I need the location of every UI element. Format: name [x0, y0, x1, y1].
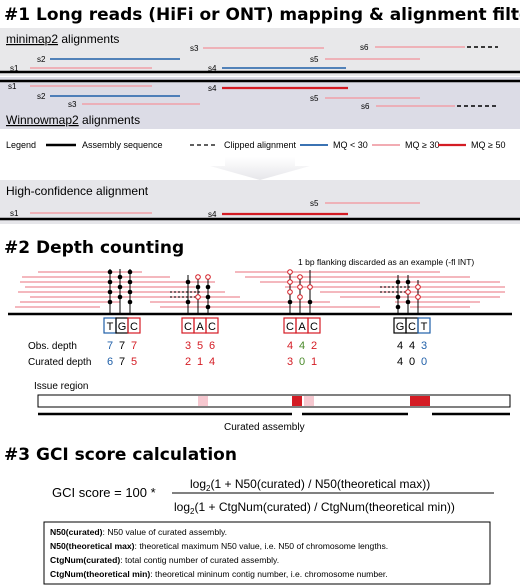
winnow-reads: s1 s2 s3 s4 s5 s6	[8, 82, 498, 111]
svg-text:1: 1	[197, 356, 203, 368]
curated-assembly-label: Curated assembly	[224, 422, 305, 433]
definitions-box	[43, 521, 491, 585]
depth-values: 7 7 7 6 7 5 3 5 6 2 1 4 4 4 2 3 0 1 4 4 …	[107, 340, 427, 368]
svg-text:MQ ≥ 30: MQ ≥ 30	[405, 140, 439, 150]
svg-text:5: 5	[131, 356, 137, 368]
svg-text:MQ < 30: MQ < 30	[333, 140, 368, 150]
svg-text:s4: s4	[208, 210, 217, 219]
svg-text:A: A	[298, 321, 306, 333]
svg-text:CtgNum(theoretical min): theor: CtgNum(theoretical min): theoretical min…	[50, 569, 388, 579]
svg-text:G: G	[118, 321, 127, 333]
curated-depth-label: Curated depth	[28, 357, 91, 368]
svg-text:s1: s1	[10, 209, 19, 218]
svg-text:C: C	[184, 321, 192, 333]
issue-region-label: Issue region	[34, 381, 88, 392]
svg-text:C: C	[310, 321, 318, 333]
svg-text:0: 0	[409, 356, 415, 368]
svg-text:Clipped alignment: Clipped alignment	[224, 140, 297, 150]
svg-text:7: 7	[131, 340, 137, 352]
legend: Legend Assembly sequence Clipped alignme…	[6, 140, 505, 150]
svg-text:G: G	[396, 321, 405, 333]
formula-numerator: log2(1 + N50(curated) / N50(theoretical …	[190, 477, 430, 493]
svg-text:s5: s5	[310, 94, 319, 103]
svg-text:C: C	[130, 321, 138, 333]
svg-text:s4: s4	[208, 64, 217, 73]
svg-text:7: 7	[119, 340, 125, 352]
svg-text:A: A	[196, 321, 204, 333]
gci-formula: GCI score = 100 * log2(1 + N50(curated) …	[52, 477, 494, 516]
issue-segment-4	[410, 396, 430, 406]
svg-text:3: 3	[421, 340, 427, 352]
svg-text:1: 1	[311, 356, 317, 368]
flank-note: 1 bp flanking discarded as an example (-…	[298, 257, 474, 267]
svg-text:Legend: Legend	[6, 140, 36, 150]
svg-text:Assembly sequence: Assembly sequence	[82, 140, 163, 150]
svg-text:s5: s5	[310, 55, 319, 64]
svg-text:4: 4	[299, 340, 305, 352]
svg-text:s5: s5	[310, 199, 319, 208]
svg-text:4: 4	[209, 356, 215, 368]
svg-text:0: 0	[421, 356, 427, 368]
svg-text:s3: s3	[190, 44, 199, 53]
highconf-reads: s1 s4 s5	[10, 199, 420, 219]
svg-text:5: 5	[197, 340, 203, 352]
depth-markers	[107, 269, 421, 313]
winnow-label: Winnowmap2 alignments	[6, 113, 140, 127]
formula-denominator: log2(1 + CtgNum(curated) / CtgNum(theore…	[174, 500, 455, 516]
svg-text:4: 4	[397, 340, 403, 352]
down-arrow	[210, 157, 310, 180]
svg-text:CtgNum(curated): total contig: CtgNum(curated): total contig number of …	[50, 555, 279, 565]
svg-text:N50(theoretical max): theoreti: N50(theoretical max): theoretical maximu…	[50, 541, 388, 551]
svg-text:6: 6	[107, 356, 113, 368]
svg-text:2: 2	[311, 340, 317, 352]
issue-region-track	[37, 394, 511, 408]
svg-text:4: 4	[287, 340, 293, 352]
svg-text:C: C	[408, 321, 416, 333]
svg-text:7: 7	[107, 340, 113, 352]
section2-title: #2 Depth counting	[4, 238, 184, 258]
svg-text:3: 3	[185, 340, 191, 352]
svg-text:4: 4	[409, 340, 415, 352]
svg-text:s3: s3	[68, 100, 77, 109]
svg-text:0: 0	[299, 356, 305, 368]
svg-text:T: T	[107, 321, 114, 333]
svg-text:s2: s2	[37, 92, 46, 101]
svg-text:s4: s4	[208, 84, 217, 93]
svg-text:s1: s1	[10, 64, 19, 73]
svg-text:s6: s6	[360, 43, 369, 52]
svg-text:C: C	[208, 321, 216, 333]
issue-segment-1	[198, 396, 208, 406]
svg-text:7: 7	[119, 356, 125, 368]
depth-reads	[15, 271, 505, 308]
svg-text:s1: s1	[8, 82, 17, 91]
highconf-panel	[0, 180, 520, 224]
svg-text:N50(curated): N50 value of cur: N50(curated): N50 value of curated assem…	[50, 527, 227, 537]
obs-depth-label: Obs. depth	[28, 341, 77, 352]
issue-segment-2	[292, 396, 302, 406]
highconf-title: High-confidence alignment	[6, 184, 149, 198]
minimap-reads: s1 s2 s3 s4 s5 s6	[10, 43, 498, 73]
svg-text:2: 2	[185, 356, 191, 368]
definitions-list: N50(curated): N50 value of curated assem…	[50, 527, 388, 579]
section1-title: #1 Long reads (HiFi or ONT) mapping & al…	[4, 5, 520, 25]
svg-text:6: 6	[209, 340, 215, 352]
svg-text:3: 3	[287, 356, 293, 368]
svg-text:GCI score = 100 *: GCI score = 100 *	[52, 485, 156, 500]
issue-segment-3	[304, 396, 314, 406]
minimap-label: minimap2 alignments	[6, 32, 119, 46]
svg-text:T: T	[421, 321, 428, 333]
svg-text:s2: s2	[37, 55, 46, 64]
base-boxes: T G C C A C C A C G C T	[103, 317, 431, 334]
section3-title: #3 GCI score calculation	[4, 445, 237, 465]
svg-text:s6: s6	[361, 102, 370, 111]
svg-text:4: 4	[397, 356, 403, 368]
svg-text:MQ ≥ 50: MQ ≥ 50	[471, 140, 505, 150]
svg-text:C: C	[286, 321, 294, 333]
